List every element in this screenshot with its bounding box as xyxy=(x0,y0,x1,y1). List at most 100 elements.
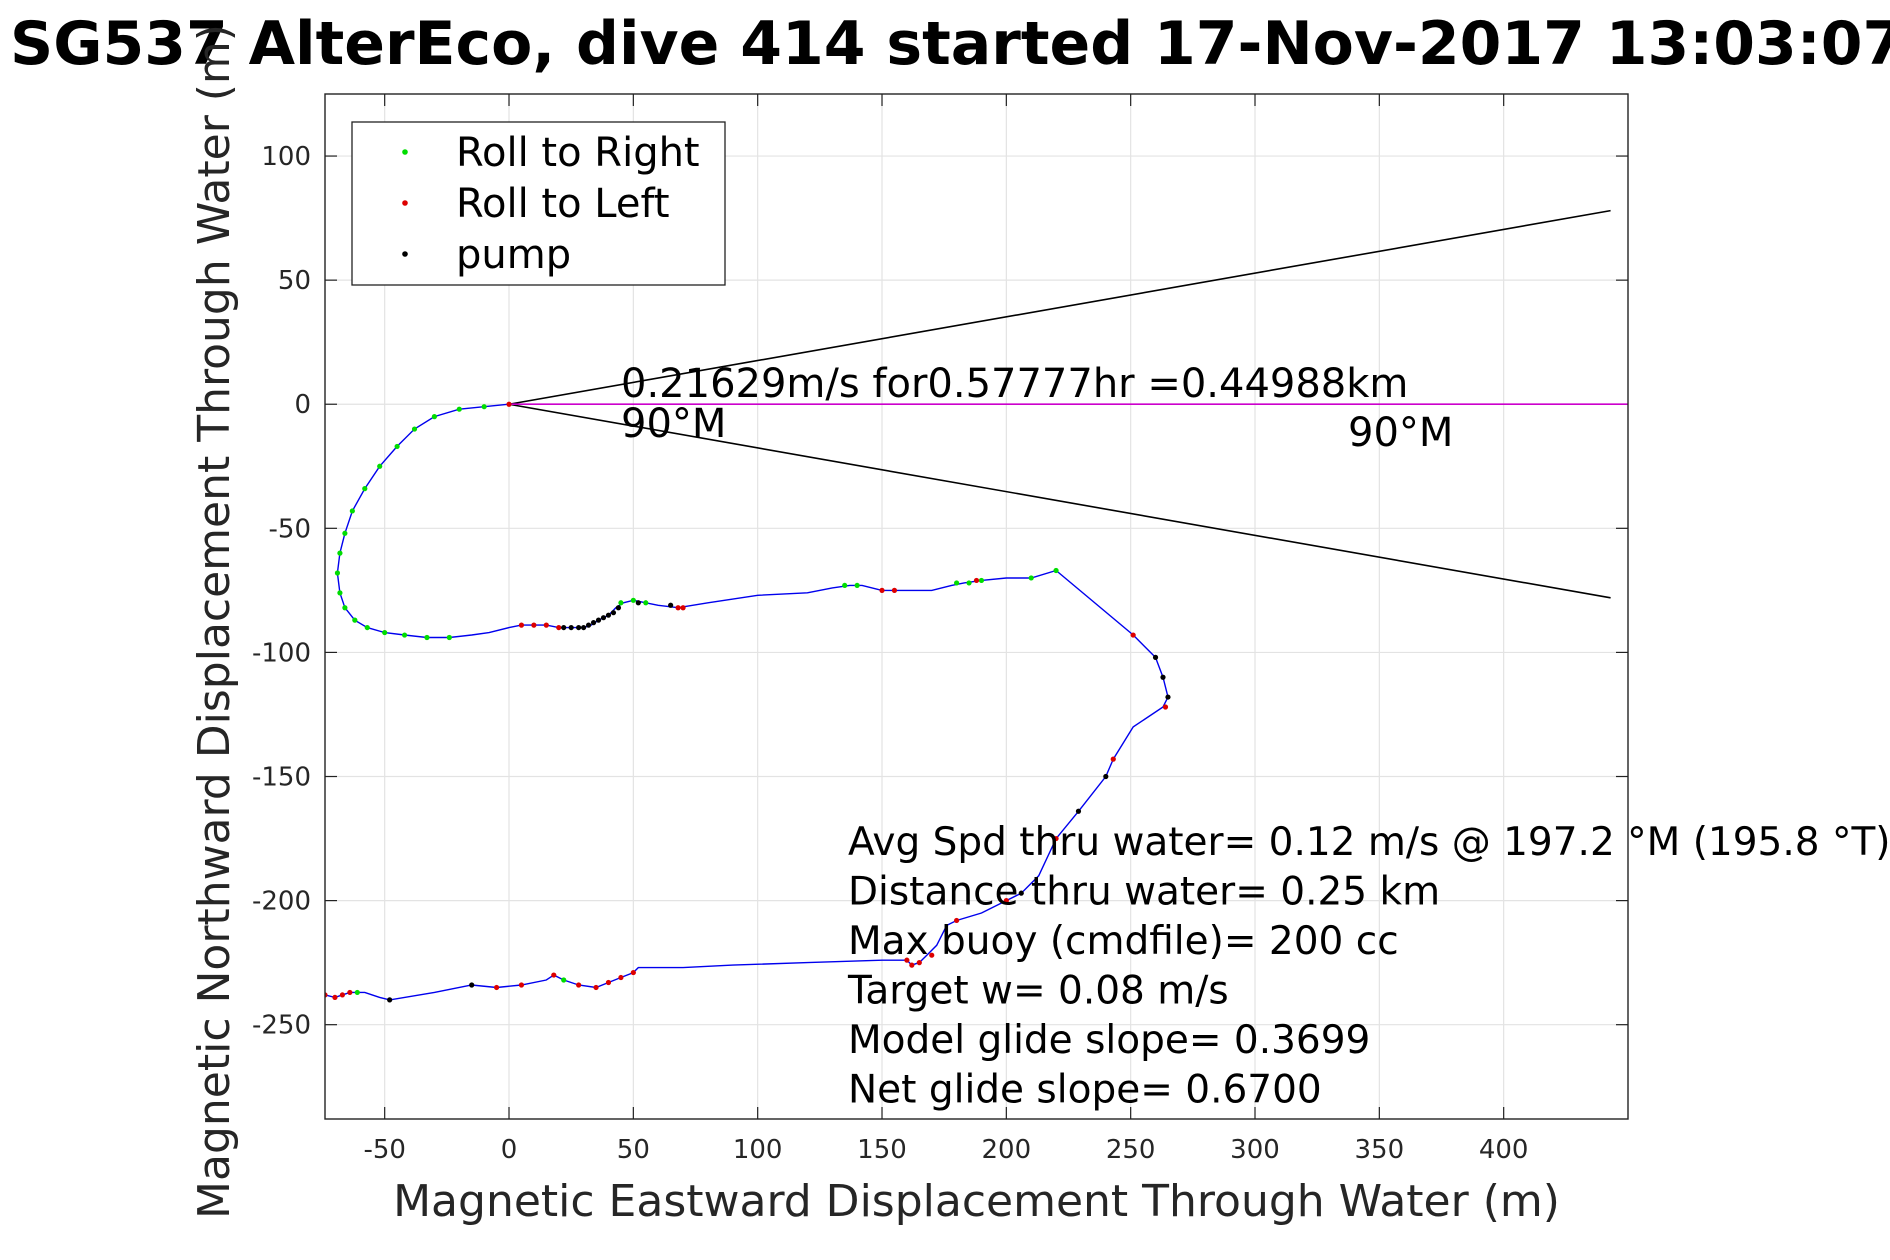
roll-to-left-point xyxy=(1110,756,1116,762)
roll-to-left-point xyxy=(618,974,624,981)
roll-to-left-point xyxy=(506,401,512,407)
y-tick-label: -250 xyxy=(252,1011,311,1041)
roll-to-left-point xyxy=(954,917,960,924)
roll-to-left-point xyxy=(929,952,935,958)
roll-to-left-point xyxy=(675,605,681,611)
x-tick-label: 0 xyxy=(501,1135,518,1165)
roll-to-left-point xyxy=(916,960,922,966)
x-tick-label: 250 xyxy=(1106,1135,1156,1165)
current-cone-line xyxy=(508,403,1611,599)
stats-line: Target w= 0.08 m/s xyxy=(847,969,1229,1014)
pump-point xyxy=(581,624,587,631)
pump-point xyxy=(600,615,607,621)
roll-to-left-point xyxy=(1053,835,1059,842)
roll-to-left-point xyxy=(1162,704,1169,710)
x-tick-label: -50 xyxy=(363,1135,405,1165)
x-axis-label: Magnetic Eastward Displacement Through W… xyxy=(393,1176,1560,1227)
roll-to-left-point xyxy=(518,622,525,628)
pump-point xyxy=(576,624,582,631)
roll-to-left-point xyxy=(1130,632,1136,638)
y-tick-label: 100 xyxy=(261,142,311,172)
roll-to-left-point xyxy=(543,622,549,628)
roll-to-right-point xyxy=(334,570,341,576)
roll-to-right-point xyxy=(978,577,985,584)
stats-line: Net glide slope= 0.6700 xyxy=(848,1068,1322,1113)
roll-to-left-point xyxy=(551,972,557,978)
roll-to-right-point xyxy=(362,486,368,492)
x-tick-label: 200 xyxy=(982,1135,1032,1165)
roll-to-right-point xyxy=(630,597,636,603)
roll-to-right-point xyxy=(561,977,567,983)
y-tick-label: 50 xyxy=(278,266,311,296)
roll-to-left-point xyxy=(909,962,915,968)
roll-to-right-point xyxy=(618,600,624,606)
roll-to-right-point xyxy=(342,605,348,611)
roll-to-left-point xyxy=(879,587,885,593)
pump-point xyxy=(585,622,592,628)
heading-label-far: 90°M xyxy=(1348,410,1453,456)
roll-to-right-point xyxy=(456,406,462,412)
roll-to-left-point xyxy=(680,605,686,611)
y-tick-label: 0 xyxy=(294,390,311,420)
x-tick-label: 400 xyxy=(1479,1135,1529,1165)
roll-to-right-point xyxy=(337,590,343,596)
roll-to-left-point xyxy=(904,957,910,963)
y-tick-label: -100 xyxy=(252,638,311,668)
pump-point xyxy=(1160,674,1166,680)
roll-to-right-point xyxy=(481,404,487,410)
pump-point xyxy=(610,610,617,616)
roll-to-right-point xyxy=(1028,575,1034,581)
roll-to-right-point xyxy=(411,426,418,432)
legend-marker xyxy=(402,149,408,155)
legend-marker xyxy=(402,251,408,257)
legend-label: Roll to Right xyxy=(456,130,700,176)
x-tick-label: 300 xyxy=(1230,1135,1280,1165)
roll-to-left-point xyxy=(891,587,898,593)
roll-to-right-point xyxy=(352,617,358,623)
pump-point xyxy=(595,617,602,623)
stats-line: Distance thru water= 0.25 km xyxy=(848,870,1440,915)
pump-point xyxy=(1152,654,1159,660)
roll-to-right-point xyxy=(842,582,848,589)
chart-title: SG537 AlterEco, dive 414 started 17-Nov-… xyxy=(10,9,1890,79)
roll-to-right-point xyxy=(342,530,348,536)
roll-to-right-point xyxy=(424,634,430,641)
roll-to-left-point xyxy=(339,992,346,998)
roll-to-right-point xyxy=(401,632,408,638)
roll-to-right-point xyxy=(954,580,960,586)
axes-box xyxy=(324,93,1629,1120)
roll-to-left-point xyxy=(332,994,338,1000)
roll-to-right-point xyxy=(1053,567,1059,574)
pump-point xyxy=(615,605,622,611)
plot-content xyxy=(325,209,1628,1003)
legend-box xyxy=(351,121,726,286)
roll-to-right-point xyxy=(382,629,388,636)
pump-point xyxy=(469,982,475,988)
roll-to-right-point xyxy=(377,463,383,469)
legend-marker xyxy=(402,200,408,206)
pump-point xyxy=(1103,773,1109,780)
roll-to-left-point xyxy=(531,622,537,628)
roll-to-left-point xyxy=(605,979,612,986)
roll-to-left-point xyxy=(593,984,599,991)
roll-to-right-point xyxy=(854,582,860,589)
roll-to-left-point xyxy=(630,969,636,976)
roll-to-left-point xyxy=(1003,897,1009,904)
roll-to-left-point xyxy=(576,982,582,988)
track-line xyxy=(325,403,1169,1001)
x-tick-label: 50 xyxy=(617,1135,650,1165)
roll-to-right-point xyxy=(446,634,452,641)
x-tick-label: 150 xyxy=(857,1135,907,1165)
roll-to-right-point xyxy=(394,443,400,450)
roll-to-left-point xyxy=(493,984,500,991)
current-annotation: 0.21629m/s for0.57777hr =0.44988km xyxy=(621,361,1408,407)
roll-to-right-point xyxy=(966,580,972,586)
legend-label: Roll to Left xyxy=(456,181,670,227)
heading-label-near: 90°M xyxy=(621,401,726,447)
roll-to-left-point xyxy=(518,982,525,988)
pump-point xyxy=(1075,808,1082,814)
roll-to-right-point xyxy=(643,600,649,606)
roll-to-right-point xyxy=(431,414,438,420)
